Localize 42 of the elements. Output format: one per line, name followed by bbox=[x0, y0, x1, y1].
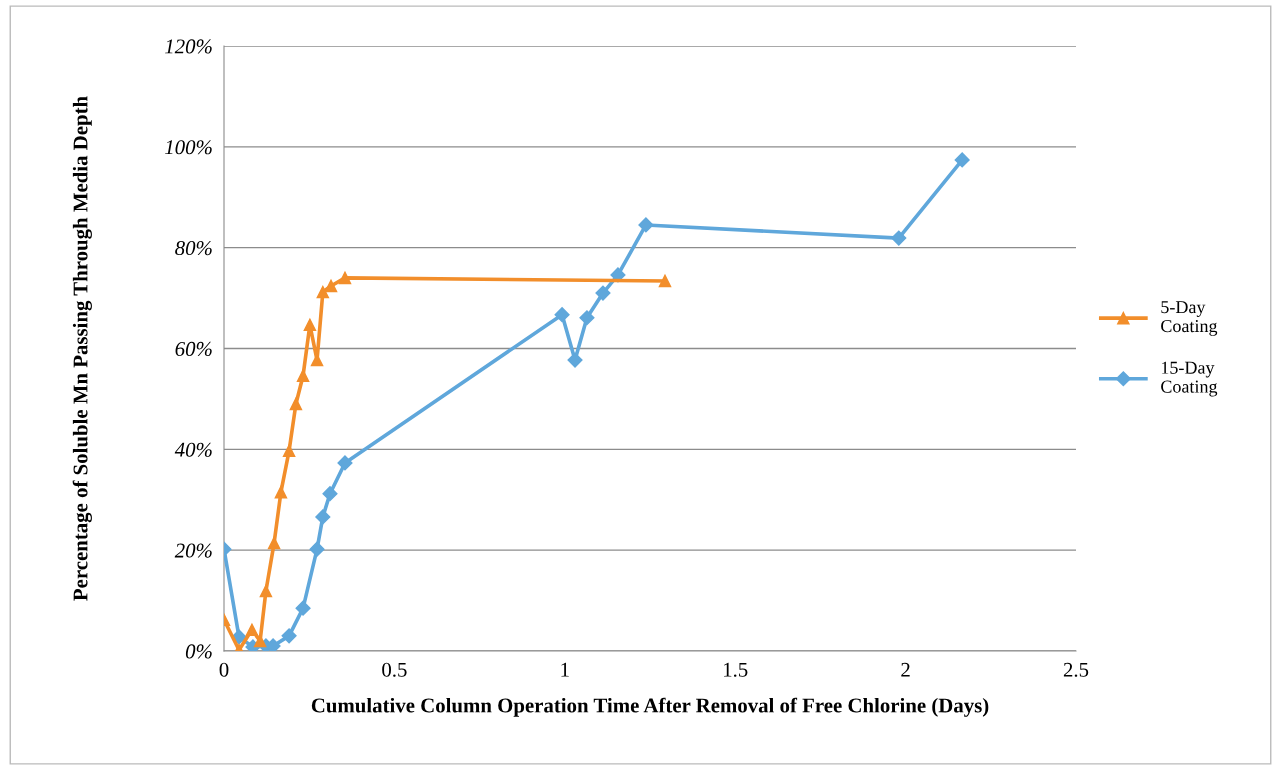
point bbox=[337, 455, 353, 471]
y-tick-label: 120% bbox=[165, 39, 212, 54]
x-tick-label: 2.5 bbox=[1063, 662, 1089, 677]
point bbox=[638, 217, 654, 233]
point bbox=[554, 307, 570, 323]
x-axis-title: Cumulative Column Operation Time After Removal of Free Chlorine (Days) bbox=[311, 697, 989, 717]
x-tick-label: 2 bbox=[901, 662, 910, 677]
y-tick-label: 80% bbox=[175, 241, 212, 256]
point bbox=[954, 152, 970, 168]
y-tick-label: 100% bbox=[165, 140, 212, 155]
point bbox=[324, 279, 338, 293]
point bbox=[289, 397, 303, 411]
x-tick-label: 0 bbox=[219, 662, 229, 677]
point bbox=[296, 369, 310, 382]
y-tick-label: 0% bbox=[185, 644, 212, 659]
point bbox=[891, 230, 907, 246]
point bbox=[322, 486, 338, 502]
point bbox=[281, 628, 297, 644]
point bbox=[658, 274, 672, 288]
point bbox=[259, 584, 273, 598]
point bbox=[274, 485, 288, 499]
point bbox=[282, 444, 296, 458]
point bbox=[338, 271, 352, 285]
point bbox=[309, 541, 325, 557]
y-axis-title: Percentage of Soluble Mn Passing Through Media Depth bbox=[72, 96, 92, 601]
point bbox=[567, 352, 583, 368]
point bbox=[316, 285, 330, 299]
x-tick-label: 0.5 bbox=[382, 662, 407, 677]
legend-label: 5-Day Coating bbox=[1161, 301, 1218, 336]
y-tick-label: 20% bbox=[174, 543, 212, 558]
point bbox=[315, 509, 331, 525]
point bbox=[295, 600, 311, 616]
point bbox=[303, 318, 317, 332]
point bbox=[245, 623, 259, 637]
legend-label: 15-Day Coating bbox=[1161, 361, 1218, 397]
point bbox=[579, 310, 595, 326]
x-tick-label: 1.5 bbox=[724, 662, 748, 677]
x-tick-label: 1 bbox=[561, 662, 569, 677]
point bbox=[595, 285, 611, 301]
point bbox=[267, 536, 281, 550]
y-tick-label: 40% bbox=[174, 442, 212, 457]
y-tick-label: 60% bbox=[175, 341, 212, 356]
